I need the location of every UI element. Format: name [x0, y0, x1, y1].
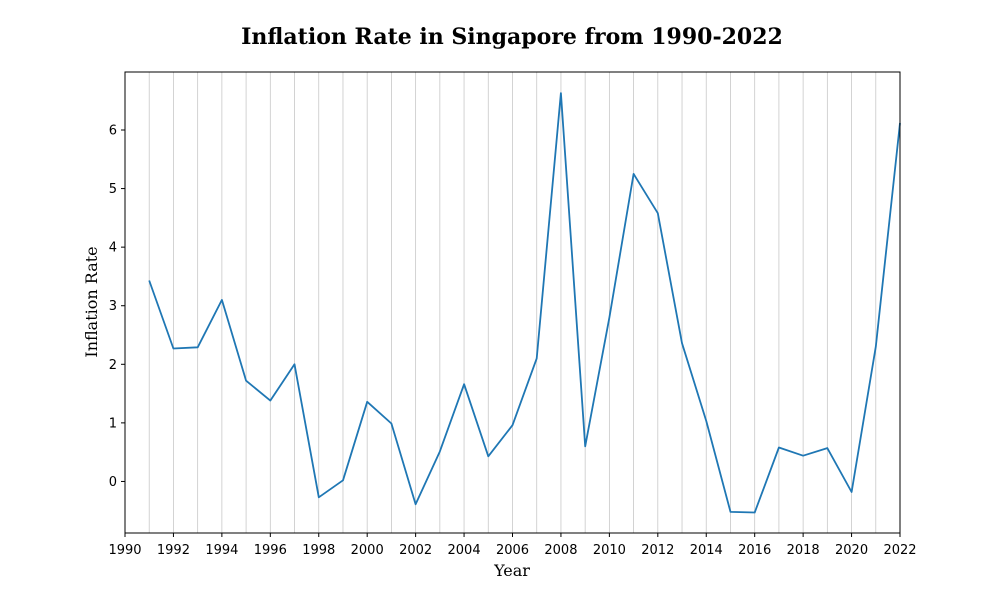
y-tick-label: 1 [109, 416, 117, 431]
y-axis-label: Inflation Rate [82, 246, 101, 357]
y-tick-label: 2 [109, 358, 117, 373]
x-tick-label: 2012 [641, 543, 674, 558]
x-tick-label: 2008 [544, 543, 577, 558]
inflation-series-line [148, 92, 901, 514]
y-tick-label: 6 [109, 123, 117, 138]
x-tick-label: 1994 [205, 543, 238, 558]
x-tick-label: 1996 [254, 543, 287, 558]
x-tick-label: 1998 [302, 543, 335, 558]
x-tick-label: 1990 [108, 543, 141, 558]
y-tick-label: 5 [109, 182, 117, 197]
x-tick-label: 2016 [738, 543, 771, 558]
x-axis-label: Year [493, 561, 530, 580]
x-tick-label: 2006 [496, 543, 529, 558]
x-tick-label: 2000 [351, 543, 384, 558]
y-tick-label: 0 [109, 475, 117, 490]
x-tick-label: 2014 [690, 543, 723, 558]
x-tick-label: 2020 [835, 543, 868, 558]
x-tick-label: 2022 [883, 543, 916, 558]
data-series [148, 92, 901, 514]
x-tick-label: 2018 [787, 543, 820, 558]
y-tick-label: 4 [109, 241, 117, 256]
x-tick-label: 2002 [399, 543, 432, 558]
y-tick-label: 3 [109, 299, 117, 314]
x-tick-label: 2004 [448, 543, 481, 558]
chart-title: Inflation Rate in Singapore from 1990-20… [241, 24, 783, 50]
x-axis-ticks: 1990 1992 1994 1996 1998 2000 2002 2004 2006 2008… [108, 533, 917, 558]
grid-lines [148, 72, 877, 533]
x-tick-label: 2010 [593, 543, 626, 558]
x-tick-label: 1992 [157, 543, 190, 558]
y-axis-ticks: 0 1 2 3 4 5 6 [109, 123, 125, 490]
